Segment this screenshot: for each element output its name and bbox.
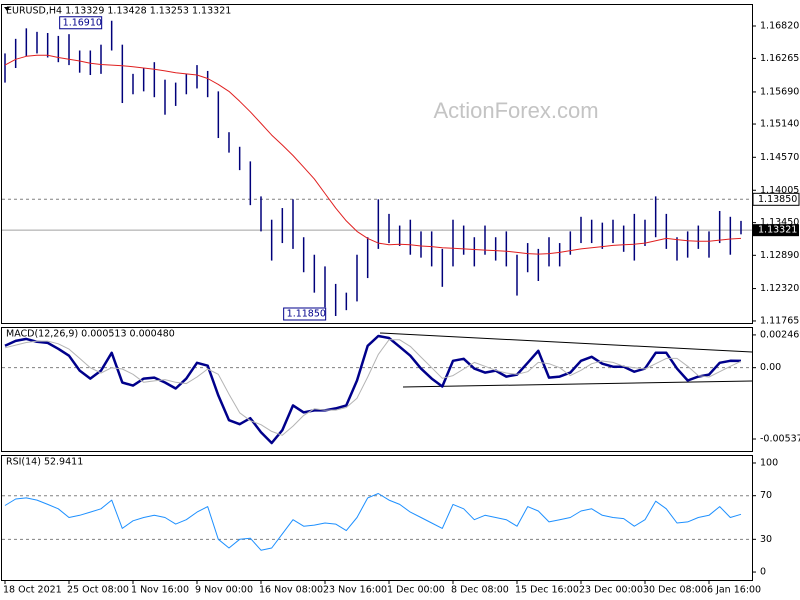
y-tick-label: 1.14005 bbox=[760, 185, 799, 196]
x-tick-label: 30 Dec 08:00 bbox=[643, 585, 707, 596]
y-tick-label: 1.14570 bbox=[760, 152, 799, 163]
y-tick-label: 0.00 bbox=[760, 362, 781, 373]
x-tick-label: 8 Dec 08:00 bbox=[451, 585, 509, 596]
watermark: ActionForex.com bbox=[433, 98, 598, 123]
y-tick-label: 1.16265 bbox=[760, 53, 799, 64]
last-price-label: 1.13321 bbox=[758, 225, 797, 236]
menu-arrow bbox=[4, 7, 10, 11]
trendline bbox=[379, 332, 753, 353]
x-tick-label: 6 Jan 16:00 bbox=[707, 585, 761, 596]
price-annotation-box bbox=[283, 307, 327, 321]
x-tick-label: 9 Nov 00:00 bbox=[195, 585, 253, 596]
y-tick-label: 1.15690 bbox=[760, 86, 799, 97]
level-label: 1.13850 bbox=[758, 194, 797, 205]
trendline bbox=[402, 380, 753, 388]
y-tick-label: 1.12320 bbox=[760, 283, 799, 294]
price-annotation-box bbox=[59, 16, 103, 30]
y-tick-label: 70 bbox=[760, 490, 772, 501]
series-line bbox=[4, 54, 742, 255]
x-tick-label: 18 Oct 2021 bbox=[3, 585, 62, 596]
x-tick-label: 15 Dec 16:00 bbox=[515, 585, 579, 596]
x-tick-label: 23 Nov 16:00 bbox=[323, 585, 387, 596]
series-line bbox=[4, 339, 742, 436]
level-box bbox=[752, 192, 800, 206]
last-price-box bbox=[753, 224, 799, 237]
price-panel bbox=[1, 4, 753, 324]
y-tick-label: 100 bbox=[760, 457, 778, 468]
y-tick-label: -0.005375 bbox=[760, 433, 800, 444]
y-tick-label: 1.15140 bbox=[760, 119, 799, 130]
x-tick-label: 23 Dec 00:00 bbox=[579, 585, 643, 596]
x-tick-label: 16 Nov 08:00 bbox=[259, 585, 323, 596]
rsi-panel bbox=[1, 455, 753, 581]
x-tick-label: 1 Dec 00:00 bbox=[387, 585, 445, 596]
series-line bbox=[4, 334, 742, 445]
y-tick-label: 1.12890 bbox=[760, 250, 799, 261]
y-tick-label: 30 bbox=[760, 534, 772, 545]
panel-title: RSI(14) 52.9411 bbox=[6, 457, 83, 468]
panel-title: MACD(12,26,9) 0.000513 0.000480 bbox=[6, 329, 175, 340]
series-line bbox=[4, 493, 742, 551]
y-tick-label: 1.16820 bbox=[760, 21, 799, 32]
y-tick-label: 1.13450 bbox=[760, 217, 799, 228]
y-tick-label: 0.002469 bbox=[760, 329, 800, 340]
panel-title: EURUSD,H4 1.13329 1.13428 1.13253 1.1332… bbox=[6, 6, 231, 17]
price-annotation: 1.16910 bbox=[63, 17, 102, 28]
y-tick-label: 0 bbox=[760, 567, 766, 578]
x-tick-label: 1 Nov 16:00 bbox=[131, 585, 189, 596]
x-tick-label: 25 Oct 08:00 bbox=[67, 585, 129, 596]
y-tick-label: 1.11765 bbox=[760, 315, 799, 326]
price-annotation: 1.11850 bbox=[287, 308, 326, 319]
macd-panel bbox=[1, 327, 753, 452]
